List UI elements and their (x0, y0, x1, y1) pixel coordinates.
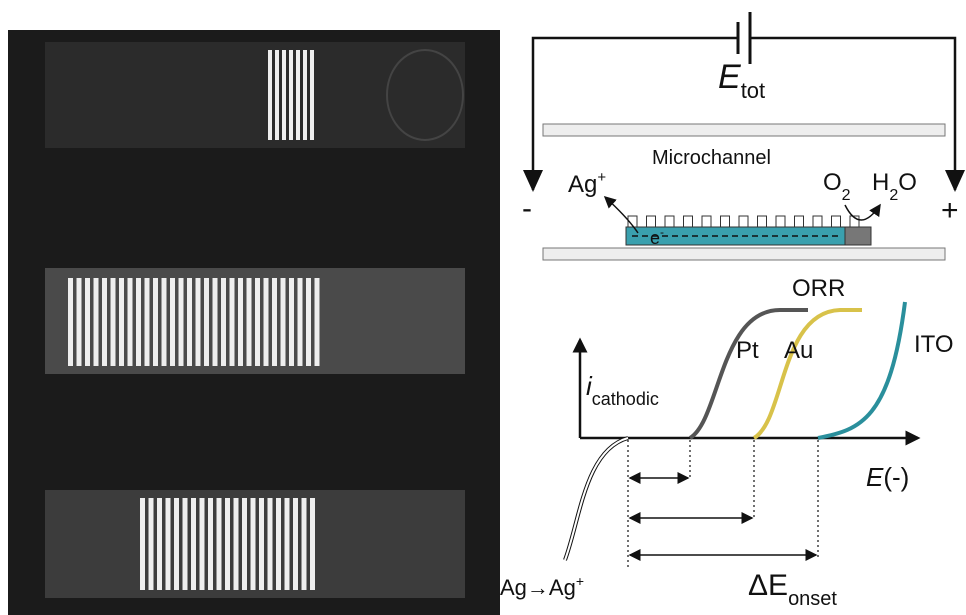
stripe (68, 278, 73, 366)
stripe (162, 278, 167, 366)
tooth (758, 216, 767, 227)
x-axis-label: E(-) (866, 462, 909, 492)
stripe (302, 498, 307, 590)
stripe (77, 278, 82, 366)
negative-terminal: - (522, 192, 532, 225)
stripe (136, 278, 141, 366)
stripe (259, 498, 264, 590)
micrograph (8, 30, 500, 615)
stripe (268, 50, 272, 140)
stripe (238, 278, 243, 366)
tooth (702, 216, 711, 227)
stripe (310, 50, 314, 140)
stripe (208, 498, 213, 590)
positive-terminal: + (941, 194, 959, 227)
stripe (293, 498, 298, 590)
stripe (225, 498, 230, 590)
stripe (281, 278, 286, 366)
onset-label: ΔEonset (748, 569, 837, 610)
stripe (296, 50, 300, 140)
stripe (179, 278, 184, 366)
stripe (149, 498, 154, 590)
tooth (832, 216, 841, 227)
stripe (174, 498, 179, 590)
tooth (665, 216, 674, 227)
tooth (647, 216, 656, 227)
stripe (275, 50, 279, 140)
stripe (289, 278, 294, 366)
stripe (204, 278, 209, 366)
stripe (298, 278, 303, 366)
stripe (128, 278, 133, 366)
tooth (721, 216, 730, 227)
stripe (285, 498, 290, 590)
channel-wall (543, 124, 945, 136)
figure: Etot Microchannel - + Ag+ e- O2 H2O ORR … (0, 0, 966, 615)
stripe (196, 278, 201, 366)
tooth (813, 216, 822, 227)
stripe (102, 278, 107, 366)
voltage-label: Etot (718, 58, 765, 103)
stripe (264, 278, 269, 366)
stripe (230, 278, 235, 366)
stripe (183, 498, 188, 590)
stripe (170, 278, 175, 366)
stripe (111, 278, 116, 366)
stripe (187, 278, 192, 366)
tooth (776, 216, 785, 227)
cathode-end (845, 227, 871, 245)
stripe (213, 278, 218, 366)
curve-label: ORR (792, 275, 845, 302)
stripe (310, 498, 315, 590)
curve-label: Au (784, 337, 813, 364)
stripe (234, 498, 239, 590)
stripe (217, 498, 222, 590)
channel-wall (543, 248, 945, 260)
oxidation-label: Ag→Ag+ (500, 573, 584, 600)
stripe (119, 278, 124, 366)
stripe (306, 278, 311, 366)
stripe (145, 278, 150, 366)
tooth (684, 216, 693, 227)
stripe (221, 278, 226, 366)
stripe (251, 498, 256, 590)
curve-label: Pt (736, 337, 759, 364)
tooth (795, 216, 804, 227)
stripe (255, 278, 260, 366)
stripe (315, 278, 320, 366)
stripe (166, 498, 171, 590)
stripe (157, 498, 162, 590)
stripe (272, 278, 277, 366)
ion-label: Ag+ (568, 169, 606, 198)
curve-label: ITO (914, 331, 954, 358)
stripe (289, 50, 293, 140)
stripe (200, 498, 205, 590)
channel-label: Microchannel (652, 147, 771, 169)
tooth (739, 216, 748, 227)
stripe (85, 278, 90, 366)
stripe (242, 498, 247, 590)
y-axis-label: icathodic (586, 371, 659, 409)
stripe (303, 50, 307, 140)
product-label: H2O (872, 169, 917, 204)
stripe (276, 498, 281, 590)
stripe (247, 278, 252, 366)
stripe (191, 498, 196, 590)
reactant-label: O2 (823, 169, 851, 204)
stripe (94, 278, 99, 366)
stripe (140, 498, 145, 590)
stripe (153, 278, 158, 366)
stripe (282, 50, 286, 140)
stripe (268, 498, 273, 590)
